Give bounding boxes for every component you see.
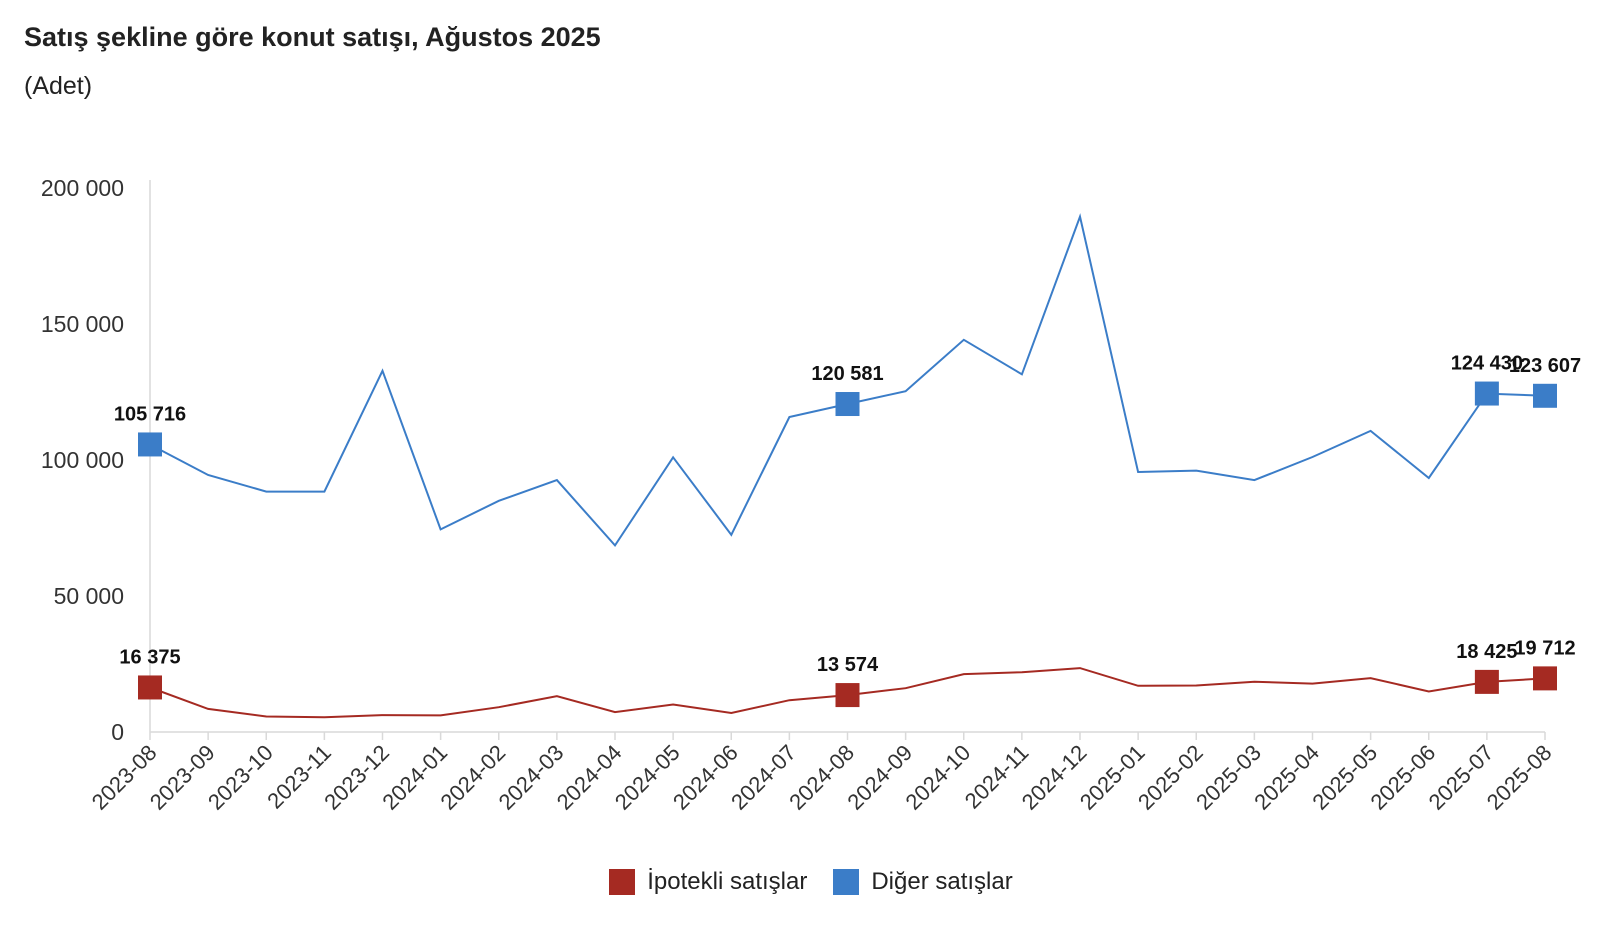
- chart-title: Satış şekline göre konut satışı, Ağustos…: [24, 22, 601, 52]
- data-label-1: 120 581: [811, 363, 883, 385]
- data-label-0: 18 425: [1456, 641, 1517, 663]
- data-label-1: 124 430: [1451, 353, 1523, 375]
- series-marker-0[interactable]: [1533, 666, 1557, 691]
- series-marker-1[interactable]: [835, 392, 860, 417]
- legend-label-ipotekli: İpotekli satışlar: [647, 868, 808, 895]
- series-marker-1[interactable]: [138, 432, 162, 457]
- legend-swatch-diger: [833, 869, 860, 895]
- y-tick-label: 0: [111, 719, 124, 745]
- chart-subtitle: (Adet): [24, 72, 93, 100]
- series-marker-1[interactable]: [1533, 383, 1557, 408]
- series-marker-0[interactable]: [1474, 669, 1499, 694]
- x-tick-label: 2023-10: [203, 740, 278, 815]
- y-tick-label: 150 000: [41, 311, 124, 337]
- data-label-1: 123 607: [1509, 355, 1581, 377]
- legend-label-diger: Diğer satışlar: [871, 868, 1013, 895]
- legend-item-diger[interactable]: Diğer satışlar: [833, 868, 1013, 896]
- y-tick-label: 50 000: [54, 583, 124, 609]
- series-markers: [138, 381, 1557, 708]
- legend-swatch-ipotekli: [609, 869, 636, 895]
- series-marker-0[interactable]: [835, 683, 860, 708]
- data-label-0: 16 375: [119, 646, 180, 668]
- x-tick-label: 2025-08: [1482, 740, 1557, 815]
- data-label-1: 105 716: [114, 403, 186, 425]
- y-tick-label: 200 000: [41, 175, 124, 201]
- series-marker-1[interactable]: [1474, 381, 1499, 406]
- legend-item-ipotekli[interactable]: İpotekli satışlar: [609, 868, 807, 896]
- data-label-0: 19 712: [1514, 637, 1575, 659]
- y-tick-label: 100 000: [41, 447, 124, 473]
- series-marker-0[interactable]: [138, 675, 162, 700]
- chart-legend: İpotekli satışlar Diğer satışlar: [0, 868, 1622, 896]
- x-tick-label: 2024-10: [901, 740, 976, 815]
- data-label-0: 13 574: [817, 654, 879, 676]
- series-lines: [149, 213, 1546, 719]
